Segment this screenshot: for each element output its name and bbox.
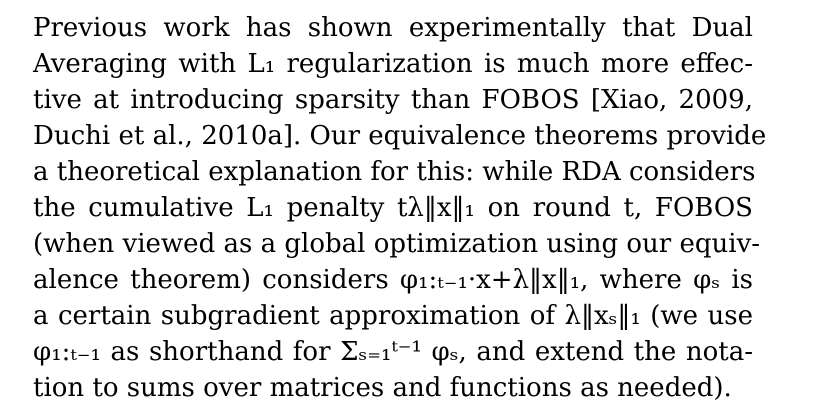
text-line: tive at introducing sparsity than FOBOS … [33, 85, 753, 115]
text-line: alence theorem) considers φ₁:ₜ₋₁·x+λ‖x‖₁… [33, 265, 753, 295]
text-line: Averaging with L₁ regularization is much… [33, 49, 753, 79]
text-line: a certain subgradient approximation of λ… [33, 301, 753, 331]
text-line: (when viewed as a global optimization us… [33, 229, 761, 259]
paragraph: Previous work has shown experimentally t… [33, 10, 767, 406]
text-line: tion to sums over matrices and functions… [33, 373, 732, 403]
text-line: the cumulative L₁ penalty tλ‖x‖₁ on roun… [33, 193, 753, 223]
text-line: Duchi et al., 2010a]. Our equivalence th… [33, 121, 767, 151]
text-line: a theoretical explanation for this: whil… [33, 157, 756, 187]
text-line: φ₁:ₜ₋₁ as shorthand for Σₛ₌₁ᵗ⁻¹ φₛ, and … [33, 337, 753, 367]
text-line: Previous work has shown experimentally t… [33, 13, 753, 43]
